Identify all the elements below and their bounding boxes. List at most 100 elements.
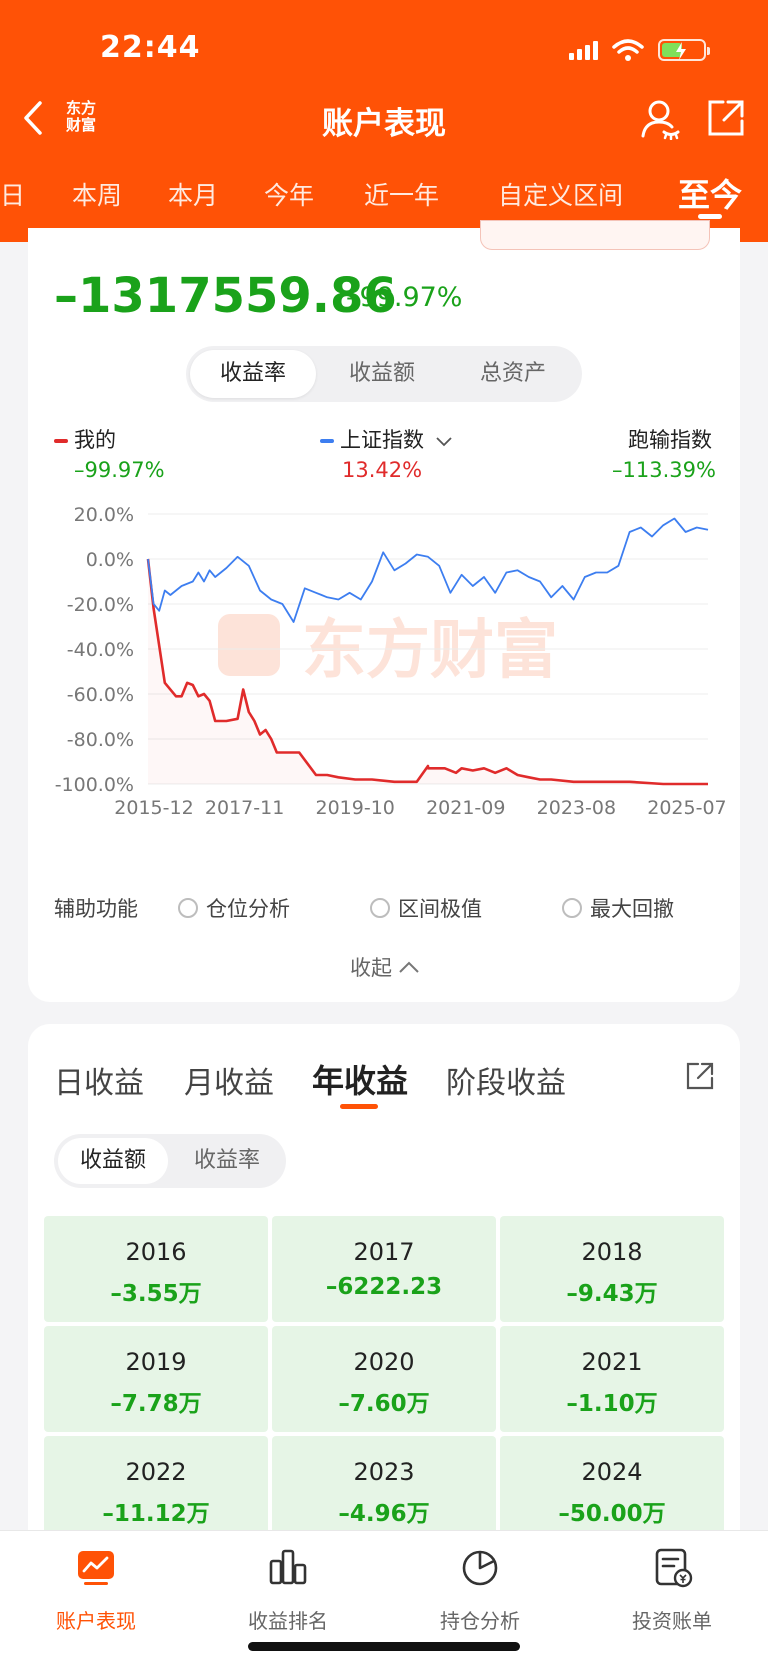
year-value: –4.96万 (338, 1501, 430, 1527)
legend-index[interactable]: 上证指数 (320, 424, 453, 454)
x-tick-label: 2015-12 (114, 797, 193, 819)
chevron-up-icon (399, 961, 419, 973)
year-cell[interactable]: 2020 –7.60万 (272, 1326, 496, 1432)
nav-label: 投资账单 (632, 1609, 712, 1633)
x-tick-label: 2019-10 (315, 797, 394, 819)
header: 22:44 东方 财富 账户表现 (0, 0, 768, 242)
share-icon[interactable] (706, 98, 746, 138)
year-value: –9.43万 (566, 1281, 658, 1307)
year-label: 2023 (353, 1458, 415, 1486)
aux-functions: 辅助功能 仓位分析 区间极值 最大回撤 (54, 893, 734, 923)
nav-label: 收益排名 (248, 1609, 328, 1633)
back-button[interactable] (22, 98, 52, 138)
watermark: 东方财富 (302, 614, 558, 688)
watermark-logo (218, 614, 280, 676)
legend-mine-swatch (54, 439, 68, 443)
year-value: –3.55万 (110, 1281, 202, 1307)
aux-option-label: 最大回撤 (590, 897, 674, 921)
legend-mine-label: 我的 (74, 428, 116, 452)
radio-icon (370, 898, 390, 918)
legend-mine[interactable]: 我的 (54, 424, 116, 454)
aux-range-extremes[interactable]: 区间极值 (370, 893, 482, 923)
mode-profit-amount[interactable]: 收益额 (58, 1138, 168, 1184)
nav-investment-bill[interactable]: 投资账单 (592, 1545, 752, 1634)
year-value: –1.10万 (566, 1391, 658, 1417)
cellular-signal-icon (569, 40, 598, 60)
status-icons (569, 38, 710, 62)
year-value: –7.60万 (338, 1391, 430, 1417)
tab-day[interactable]: 日 (0, 181, 26, 210)
tab-this-year[interactable]: 今年 (264, 181, 315, 210)
chart-screen-icon (78, 1551, 114, 1585)
year-cell[interactable]: 2019 –7.78万 (44, 1326, 268, 1432)
mode-assets[interactable]: 总资产 (479, 361, 546, 386)
year-cell[interactable]: 2016 –3.55万 (44, 1216, 268, 1322)
series-line-index (147, 517, 709, 623)
profit-tab-indicator (340, 1104, 378, 1109)
x-tick-label: 2021-09 (426, 797, 505, 819)
year-label: 2018 (581, 1238, 643, 1266)
profit-mode-toggle: 收益额 收益率 (54, 1134, 286, 1188)
total-profit: –1317559.86 (54, 268, 397, 324)
user-privacy-icon[interactable] (640, 98, 682, 140)
year-cell[interactable]: 2023 –4.96万 (272, 1436, 496, 1542)
tab-stage-profit[interactable]: 阶段收益 (446, 1066, 566, 1101)
legend-mine-value: –99.97% (74, 458, 165, 482)
y-tick-label: 20.0% (74, 504, 134, 526)
nav-account-performance[interactable]: 账户表现 (16, 1545, 176, 1634)
y-tick-label: -80.0% (67, 729, 134, 751)
y-tick-label: 0.0% (86, 549, 134, 571)
year-cell[interactable]: 2021 –1.10万 (500, 1326, 724, 1432)
tab-custom-range[interactable]: 自定义区间 (498, 181, 624, 210)
year-label: 2020 (353, 1348, 415, 1376)
legend-index-swatch (320, 439, 334, 443)
year-cell[interactable]: 2024 –50.00万 (500, 1436, 724, 1542)
tab-daily-profit[interactable]: 日收益 (54, 1066, 144, 1101)
battery-icon (658, 39, 710, 61)
legend-underperform-value: –113.39% (612, 458, 716, 482)
mode-amount[interactable]: 收益额 (348, 361, 415, 386)
tab-to-date[interactable]: 至今 (678, 176, 743, 214)
chart-mode-toggle: 收益率 收益额 总资产 (186, 346, 582, 402)
year-label: 2016 (125, 1238, 187, 1266)
tab-last-year[interactable]: 近一年 (364, 181, 440, 210)
collapse-label: 收起 (350, 956, 392, 980)
chevron-down-icon (436, 437, 452, 447)
year-label: 2024 (581, 1458, 643, 1486)
export-icon[interactable] (684, 1060, 716, 1092)
page-title: 账户表现 (322, 106, 446, 142)
year-cell[interactable]: 2018 –9.43万 (500, 1216, 724, 1322)
tab-this-month[interactable]: 本月 (168, 181, 219, 210)
collapse-button[interactable]: 收起 (350, 952, 420, 982)
year-cell[interactable]: 2022 –11.12万 (44, 1436, 268, 1542)
aux-position-analysis[interactable]: 仓位分析 (178, 893, 290, 923)
nav-holdings-analysis[interactable]: 持仓分析 (400, 1545, 560, 1634)
pie-icon (462, 1550, 498, 1586)
year-label: 2021 (581, 1348, 643, 1376)
year-value: –50.00万 (558, 1501, 666, 1527)
year-value: –11.12万 (102, 1501, 210, 1527)
year-cell[interactable]: 2017 –6222.23 (272, 1216, 496, 1322)
year-label: 2017 (353, 1238, 415, 1266)
nav-label: 持仓分析 (440, 1609, 520, 1633)
partial-badge (480, 220, 710, 250)
legend-index-value: 13.42% (342, 458, 423, 482)
tab-yearly-profit[interactable]: 年收益 (312, 1062, 409, 1100)
period-tab-indicator (698, 214, 722, 219)
nav-label: 账户表现 (56, 1609, 136, 1633)
legend-underperform: 跑输指数 (628, 428, 712, 452)
logo-text-line2: 财富 (65, 116, 96, 134)
tab-this-week[interactable]: 本周 (72, 181, 123, 210)
performance-chart[interactable]: 东方财富 20.0% 0.0% -20.0% -40.0% -60.0% -80.0% -10… (40, 496, 740, 866)
tab-monthly-profit[interactable]: 月收益 (184, 1066, 274, 1101)
nav-profit-ranking[interactable]: 收益排名 (208, 1545, 368, 1634)
aux-option-label: 区间极值 (398, 897, 482, 921)
app-logo: 东方 财富 (62, 100, 100, 134)
logo-text-line1: 东方 (65, 99, 96, 117)
x-tick-label: 2023-08 (537, 797, 616, 819)
radio-icon (562, 898, 582, 918)
mode-profit-rate[interactable]: 收益率 (193, 1148, 260, 1173)
mode-rate[interactable]: 收益率 (190, 350, 316, 398)
aux-max-drawdown[interactable]: 最大回撤 (562, 893, 674, 923)
series-line-mine (146, 558, 708, 786)
